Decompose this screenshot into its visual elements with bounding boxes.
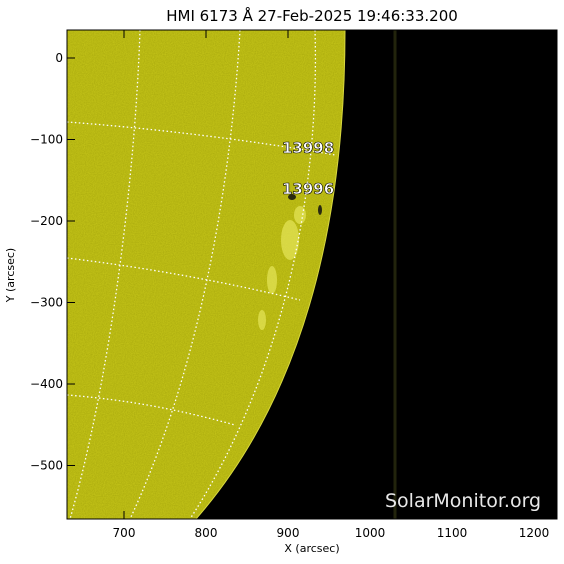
solar-limb bbox=[195, 30, 346, 519]
y-tick-label: 0 bbox=[55, 51, 63, 65]
disk-texture bbox=[67, 30, 345, 519]
y-tick-label: −100 bbox=[30, 133, 63, 147]
plot-frame bbox=[66, 29, 558, 520]
x-tick-label: 1200 bbox=[519, 526, 550, 540]
x-axis-label: X (arcsec) bbox=[284, 542, 339, 555]
y-tick-label: −500 bbox=[30, 459, 63, 473]
plot-area bbox=[67, 30, 557, 519]
x-tick-label: 800 bbox=[195, 526, 218, 540]
active-region-label: 13996 bbox=[282, 180, 334, 198]
y-axis: 0 −100 −200 −300 −400 −500 bbox=[30, 51, 557, 473]
image-title: HMI 6173 Å 27-Feb-2025 19:46:33.200 bbox=[166, 6, 458, 25]
y-axis-label: Y (arcsec) bbox=[4, 248, 17, 303]
y-tick-label: −200 bbox=[30, 214, 63, 228]
sunspot-group bbox=[288, 194, 322, 215]
heliographic-grid bbox=[67, 30, 336, 519]
active-region-label: 13998 bbox=[282, 139, 334, 157]
x-tick-label: 1000 bbox=[355, 526, 386, 540]
x-tick-label: 1100 bbox=[437, 526, 468, 540]
y-tick-label: −400 bbox=[30, 377, 63, 391]
x-tick-label: 700 bbox=[113, 526, 136, 540]
x-axis: 700 800 900 1000 1100 1200 bbox=[113, 30, 550, 540]
x-tick-label: 900 bbox=[277, 526, 300, 540]
watermark: SolarMonitor.org bbox=[385, 490, 541, 512]
y-tick-label: −300 bbox=[30, 296, 63, 310]
